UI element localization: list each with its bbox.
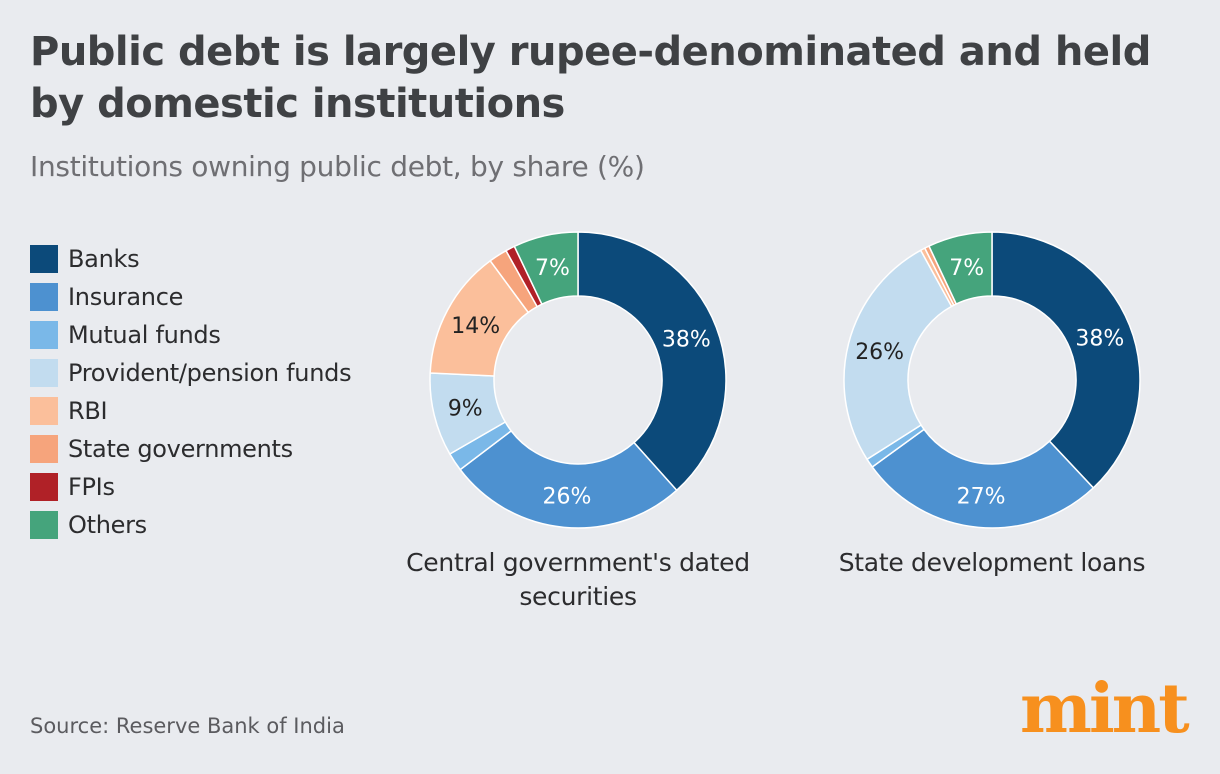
donut-2-data-label: 26% [855, 340, 904, 365]
legend-label: Banks [68, 245, 140, 273]
donut-1-data-label: 14% [451, 314, 500, 339]
legend-item-mutual-funds: Mutual funds [30, 316, 351, 354]
donut-1-data-label: 38% [662, 328, 711, 353]
chart-subtitle: Institutions owning public debt, by shar… [30, 150, 645, 183]
legend: Banks Insurance Mutual funds Provident/pens… [30, 240, 352, 544]
donut-2-slice-others [927, 231, 993, 305]
chart-title: Public debt is largely rupee-denominated… [30, 29, 1151, 127]
donut-1-data-label: 26% [543, 484, 592, 509]
legend-swatch [30, 321, 58, 349]
donut-1-data-label: 9% [448, 396, 483, 421]
donut-1-slice-banks [577, 231, 727, 492]
legend-label: Mutual funds [68, 321, 221, 349]
mint-logo: mint [1020, 669, 1190, 749]
legend-label: Others [68, 511, 147, 539]
legend-item-provident-pension-funds: Provident/pension funds [30, 354, 352, 392]
legend-item-banks: Banks [30, 240, 351, 278]
legend-item-fpis: FPIs [30, 468, 351, 506]
donut-2-caption: State development loans [838, 548, 1146, 577]
legend-swatch [30, 245, 58, 273]
legend-label: State governments [68, 435, 293, 463]
legend-swatch [30, 435, 58, 463]
legend-label: Insurance [68, 283, 184, 311]
donut-1-slice-others [513, 231, 579, 306]
donut-1-caption: Central government's dated securities [406, 548, 750, 611]
legend-swatch [30, 511, 58, 539]
donut-2-data-label: 7% [949, 256, 984, 281]
legend-label: FPIs [68, 473, 115, 501]
legend-swatch [30, 397, 58, 425]
legend-swatch [30, 283, 58, 311]
legend-item-rbi: RBI [30, 392, 351, 430]
source-note: Source: Reserve Bank of India [30, 714, 345, 738]
legend-label: RBI [68, 397, 108, 425]
legend-item-state-governments: State governments [30, 430, 351, 468]
donut-2-slice-banks [991, 231, 1141, 489]
legend-item-insurance: Insurance [30, 278, 351, 316]
legend-swatch [30, 473, 58, 501]
donut-1-slice-insurance [459, 429, 678, 529]
donut-2-data-label: 27% [957, 484, 1006, 509]
donut-1-data-label: 7% [535, 256, 570, 281]
legend-item-others: Others [30, 506, 351, 544]
legend-swatch [30, 359, 58, 387]
donut-2-slice-provident-pension-funds [843, 249, 953, 461]
legend-label: Provident/pension funds [68, 359, 352, 387]
donut-2-data-label: 38% [1075, 326, 1124, 351]
donut-2-slice-insurance [871, 428, 1095, 529]
